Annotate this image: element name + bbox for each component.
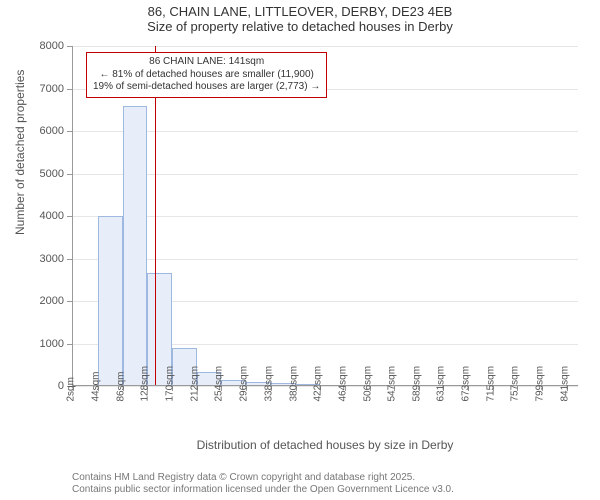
y-tick-mark [67,216,72,217]
y-axis-line [72,46,73,386]
annotation-line: 86 CHAIN LANE: 141sqm [93,56,320,69]
y-tick-mark [67,174,72,175]
y-tick-label: 4000 [30,210,64,222]
histogram-bar [123,106,148,387]
y-tick-label: 0 [30,380,64,392]
grid-line [72,46,578,47]
y-tick-mark [67,301,72,302]
title-line2: Size of property relative to detached ho… [0,19,600,34]
y-tick-mark [67,89,72,90]
footer-line1: Contains HM Land Registry data © Crown c… [72,472,454,484]
grid-line [72,216,578,217]
histogram-bar [98,216,123,386]
y-tick-mark [67,259,72,260]
y-tick-label: 3000 [30,253,64,265]
annotation-line: ← 81% of detached houses are smaller (11… [93,69,320,82]
footer-line2: Contains public sector information licen… [72,484,454,496]
y-tick-mark [67,46,72,47]
footer: Contains HM Land Registry data © Crown c… [72,472,454,496]
y-tick-label: 2000 [30,295,64,307]
grid-line [72,174,578,175]
chart-container: 86, CHAIN LANE, LITTLEOVER, DERBY, DE23 … [0,0,600,500]
annotation-line: 19% of semi-detached houses are larger (… [93,81,320,94]
y-tick-label: 1000 [30,338,64,350]
y-tick-mark [67,344,72,345]
annotation-box: 86 CHAIN LANE: 141sqm← 81% of detached h… [86,52,327,98]
y-tick-label: 5000 [30,168,64,180]
y-axis-label: Number of detached properties [13,195,27,235]
y-tick-label: 6000 [30,125,64,137]
grid-line [72,131,578,132]
y-tick-label: 8000 [30,40,64,52]
grid-line [72,259,578,260]
x-axis-label: Distribution of detached houses by size … [72,438,578,452]
title-block: 86, CHAIN LANE, LITTLEOVER, DERBY, DE23 … [0,0,600,34]
y-tick-mark [67,131,72,132]
title-line1: 86, CHAIN LANE, LITTLEOVER, DERBY, DE23 … [0,4,600,19]
y-tick-label: 7000 [30,83,64,95]
